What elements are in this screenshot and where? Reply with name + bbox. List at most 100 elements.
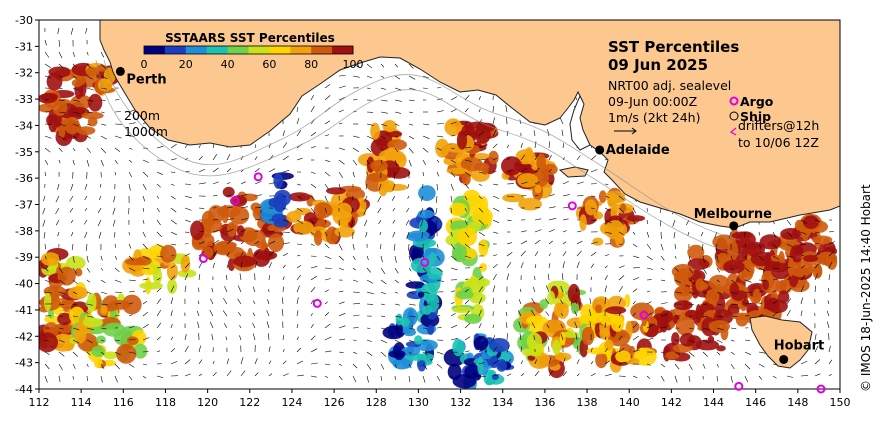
current-vector (478, 207, 484, 213)
current-vector (254, 230, 259, 233)
city-label: Adelaide (606, 143, 670, 158)
current-vector (828, 373, 832, 377)
current-vector (380, 303, 385, 306)
current-vector (69, 195, 74, 202)
current-vector (170, 207, 177, 213)
current-vector (394, 123, 400, 126)
current-vector (492, 219, 500, 224)
current-vector (254, 207, 262, 209)
current-vector (520, 143, 523, 149)
current-vector (575, 287, 578, 293)
current-vector (546, 324, 550, 329)
current-vector (478, 243, 485, 247)
current-vector (310, 146, 316, 149)
lon-tick-label: 112 (29, 396, 50, 409)
current-vector (282, 264, 286, 269)
current-vector (197, 321, 200, 329)
current-vector (380, 99, 388, 102)
current-vector (380, 159, 383, 165)
current-vector (198, 207, 205, 209)
current-vector (562, 241, 567, 245)
current-vector (422, 87, 428, 89)
current-vector (324, 363, 331, 366)
current-vector (422, 171, 424, 176)
current-vector (97, 219, 102, 227)
current-vector (674, 351, 680, 356)
sst-patch (519, 153, 531, 163)
current-vector (252, 312, 256, 317)
product-label: NRT00 adj. sealevel (608, 78, 731, 93)
current-vector (338, 85, 346, 89)
current-vector (72, 327, 80, 331)
sst-patch (73, 324, 87, 344)
current-vector (282, 276, 285, 281)
current-vector (296, 183, 301, 186)
current-vector (659, 207, 662, 214)
current-vector (156, 255, 163, 258)
current-vector (422, 363, 428, 370)
sst-patch (687, 244, 705, 260)
current-vector (296, 118, 300, 125)
current-vector (324, 301, 328, 305)
current-vector (44, 291, 52, 294)
sst-patch (478, 239, 489, 257)
current-vector (492, 335, 495, 341)
current-vector (223, 297, 228, 305)
current-vector (324, 134, 330, 137)
current-vector (534, 359, 537, 365)
sst-patch (607, 193, 618, 208)
lat-tick-label: -36 (15, 172, 33, 185)
depth-contour-lines (95, 59, 741, 256)
current-vector (576, 373, 580, 377)
current-vector (786, 375, 794, 378)
argo-float-marker (420, 257, 430, 267)
current-vector (296, 243, 303, 245)
current-vector (44, 171, 47, 177)
current-vector (128, 363, 135, 368)
sst-patch (288, 192, 311, 202)
lat-tick-label: -32 (15, 67, 33, 80)
current-vector (520, 262, 524, 269)
current-vector (72, 279, 78, 285)
sst-patch (593, 211, 604, 220)
current-vector (184, 345, 189, 353)
sst-patch (578, 314, 603, 325)
current-vector (338, 351, 344, 353)
current-vector (44, 51, 50, 58)
colorbar-ticks: 0 20 40 60 80 100 (141, 58, 364, 71)
sst-patch (82, 317, 104, 328)
current-vector (114, 351, 121, 356)
lon-tick-label: 136 (534, 396, 555, 409)
current-vector (632, 243, 638, 248)
current-vector (560, 323, 564, 329)
current-vector (198, 345, 201, 353)
drifter-legend-symbol (729, 127, 737, 136)
current-vector (184, 158, 188, 161)
sst-patch (752, 288, 762, 304)
current-vector (394, 75, 401, 80)
current-vector (392, 207, 396, 212)
current-vector (212, 262, 215, 269)
sst-patch (293, 220, 314, 235)
current-vector (674, 375, 678, 383)
current-vector (296, 285, 300, 293)
current-vector (240, 370, 246, 377)
current-vector (786, 309, 791, 317)
current-vector (142, 267, 150, 270)
current-vector (296, 336, 299, 341)
current-vector (352, 279, 358, 282)
current-vector (114, 135, 122, 139)
current-vector (618, 335, 623, 341)
current-vector (464, 255, 472, 259)
current-vector (142, 159, 149, 163)
current-vector (338, 183, 341, 190)
current-vector (71, 243, 74, 250)
current-vector (730, 375, 733, 383)
current-vector (184, 243, 189, 245)
sst-patch (759, 234, 782, 250)
current-vector (548, 206, 556, 209)
sst-patch (427, 324, 435, 335)
current-vector (240, 181, 246, 185)
current-vector (660, 351, 664, 354)
current-vector (86, 327, 94, 331)
